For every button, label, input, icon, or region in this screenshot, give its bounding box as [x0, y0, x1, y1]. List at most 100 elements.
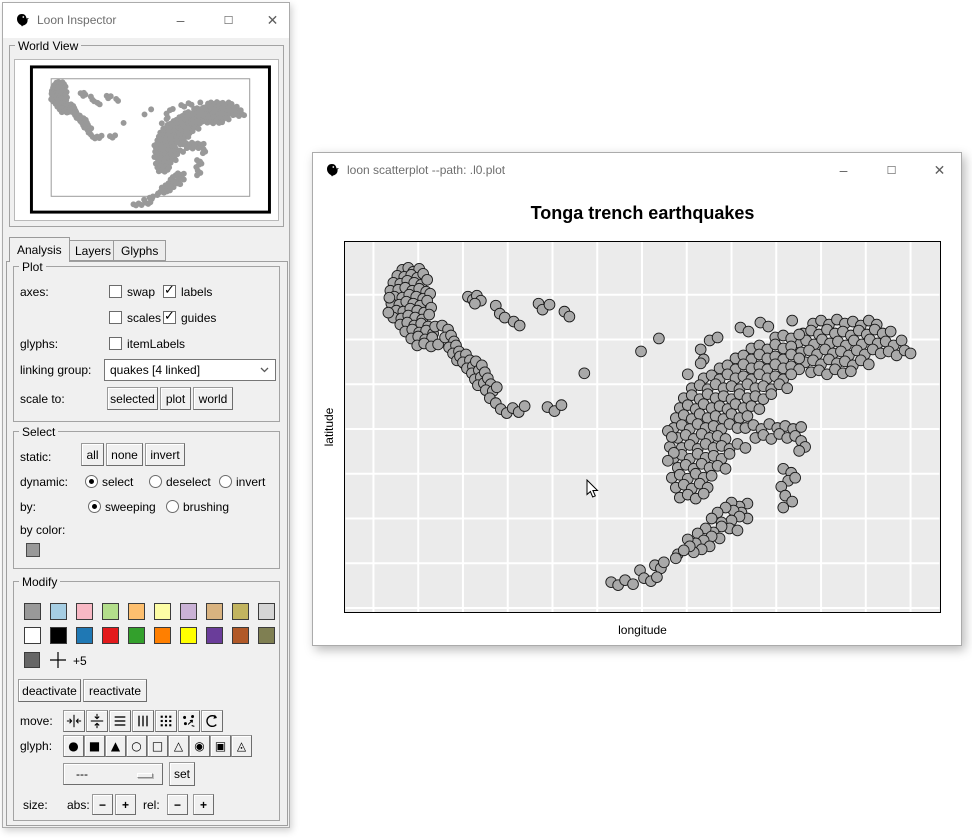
inspector-titlebar[interactable]: Loon Inspector – ☐ ✕	[3, 3, 289, 38]
size-abs-plus-button[interactable]: +	[115, 794, 136, 815]
scale-plot-button[interactable]: plot	[160, 387, 191, 410]
scatter-point[interactable]	[765, 388, 778, 400]
scatter-point[interactable]	[513, 319, 526, 332]
glyph-triangle-button[interactable]: ▲	[105, 735, 126, 757]
scatter-point[interactable]	[723, 448, 736, 460]
extra-color-swatch[interactable]	[24, 652, 40, 668]
scatter-point[interactable]	[469, 297, 481, 310]
scatter-point[interactable]	[785, 368, 798, 381]
glyph-circle-button[interactable]: ●	[63, 735, 84, 757]
deactivate-button[interactable]: deactivate	[18, 679, 81, 702]
scatter-point[interactable]	[742, 325, 755, 338]
scatter-point[interactable]	[739, 442, 752, 454]
scatter-point[interactable]	[423, 308, 435, 321]
scales-checkbox[interactable]	[109, 311, 122, 324]
move-grid-button[interactable]	[155, 710, 177, 732]
scatter-point[interactable]	[543, 298, 556, 311]
move-reset-button[interactable]	[201, 710, 223, 732]
move-halign-button[interactable]	[63, 710, 85, 732]
guides-checkbox[interactable]	[163, 309, 176, 324]
move-jitter-button[interactable]	[178, 710, 200, 732]
scatter-point[interactable]	[651, 571, 663, 584]
palette-swatch[interactable]	[206, 627, 223, 644]
scatter-point[interactable]	[845, 365, 857, 378]
inspector-close-button[interactable]: ✕	[266, 11, 279, 28]
scatter-point[interactable]	[383, 291, 396, 304]
scale-selected-button[interactable]: selected	[107, 387, 158, 410]
palette-swatch[interactable]	[128, 627, 145, 644]
scatter-point[interactable]	[490, 381, 503, 394]
by-brushing-radio[interactable]	[166, 500, 179, 513]
palette-swatch[interactable]	[180, 603, 197, 620]
add-color-plus-icon[interactable]	[49, 651, 67, 669]
palette-swatch[interactable]	[102, 603, 119, 620]
scatter-point[interactable]	[563, 310, 576, 323]
scatter-point[interactable]	[666, 431, 678, 443]
glyph-ocircle-button[interactable]: ○	[126, 735, 147, 757]
swap-checkbox[interactable]	[109, 285, 122, 298]
inspector-maximize-button[interactable]: ☐	[223, 14, 234, 27]
palette-swatch[interactable]	[258, 603, 275, 620]
scatter-point[interactable]	[781, 382, 794, 395]
select-all-button[interactable]: all	[81, 443, 104, 466]
scatter-point[interactable]	[670, 552, 682, 565]
palette-swatch[interactable]	[206, 603, 223, 620]
size-rel-plus-button[interactable]: +	[193, 794, 214, 815]
scatter-point[interactable]	[627, 578, 639, 590]
scatter-point[interactable]	[762, 320, 775, 333]
scatterplot-titlebar[interactable]: loon scatterplot --path: .l0.plot – ☐ ✕	[313, 153, 961, 186]
by-sweeping-radio[interactable]	[88, 500, 101, 513]
scatter-point[interactable]	[697, 487, 710, 500]
select-none-button[interactable]: none	[106, 443, 143, 466]
palette-swatch[interactable]	[50, 603, 67, 620]
scatter-point[interactable]	[862, 358, 875, 371]
size-abs-minus-button[interactable]: −	[92, 794, 113, 815]
scatter-point[interactable]	[753, 403, 766, 415]
dynamic-invert-radio[interactable]	[219, 475, 232, 488]
glyph-set-button[interactable]: set	[169, 762, 195, 786]
scatter-point[interactable]	[635, 345, 647, 358]
scatter-point[interactable]	[731, 524, 744, 537]
dynamic-deselect-radio[interactable]	[149, 475, 162, 488]
world-view-canvas[interactable]	[14, 59, 279, 221]
tab-layers[interactable]: Layers	[67, 240, 120, 261]
scatter-point[interactable]	[705, 469, 718, 482]
inspector-minimize-button[interactable]: –	[176, 12, 185, 28]
palette-swatch[interactable]	[232, 603, 249, 620]
by-color-swatch[interactable]	[26, 543, 40, 557]
scatter-point[interactable]	[578, 367, 591, 380]
move-vdist-button[interactable]	[132, 710, 154, 732]
glyph-ccircle-button[interactable]: ◉	[189, 735, 210, 757]
palette-swatch[interactable]	[76, 627, 93, 644]
glyph-square-button[interactable]: ■	[84, 735, 105, 757]
scatterplot-canvas[interactable]	[344, 241, 941, 613]
scatter-point[interactable]	[786, 495, 799, 508]
palette-swatch[interactable]	[76, 603, 93, 620]
glyph-dropdown[interactable]: ---	[63, 763, 163, 785]
tab-analysis[interactable]: Analysis	[9, 237, 70, 262]
scatter-point[interactable]	[677, 544, 690, 557]
scatter-point[interactable]	[382, 306, 395, 319]
scatter-point[interactable]	[518, 400, 531, 412]
palette-swatch[interactable]	[24, 627, 41, 644]
scatter-point[interactable]	[884, 325, 897, 338]
scatter-point[interactable]	[719, 462, 732, 475]
scatterplot-close-button[interactable]: ✕	[933, 161, 946, 178]
linking-group-combobox[interactable]: quakes [4 linked]	[104, 359, 276, 381]
select-invert-button[interactable]: invert	[145, 443, 185, 466]
scatter-point[interactable]	[795, 421, 807, 433]
scatter-point[interactable]	[741, 410, 754, 422]
scale-world-button[interactable]: world	[193, 387, 233, 410]
scatter-point[interactable]	[895, 334, 908, 347]
scatter-point[interactable]	[786, 314, 799, 327]
scatter-point[interactable]	[421, 273, 433, 286]
scatter-point[interactable]	[681, 368, 694, 381]
scatter-point[interactable]	[793, 328, 805, 341]
glyph-osquare-button[interactable]: □	[147, 735, 168, 757]
plus5-label[interactable]: +5	[73, 654, 87, 668]
palette-swatch[interactable]	[232, 627, 249, 644]
scatter-point[interactable]	[662, 454, 674, 467]
reactivate-button[interactable]: reactivate	[83, 679, 147, 702]
scatter-point[interactable]	[705, 512, 718, 525]
scatter-point[interactable]	[711, 331, 724, 344]
